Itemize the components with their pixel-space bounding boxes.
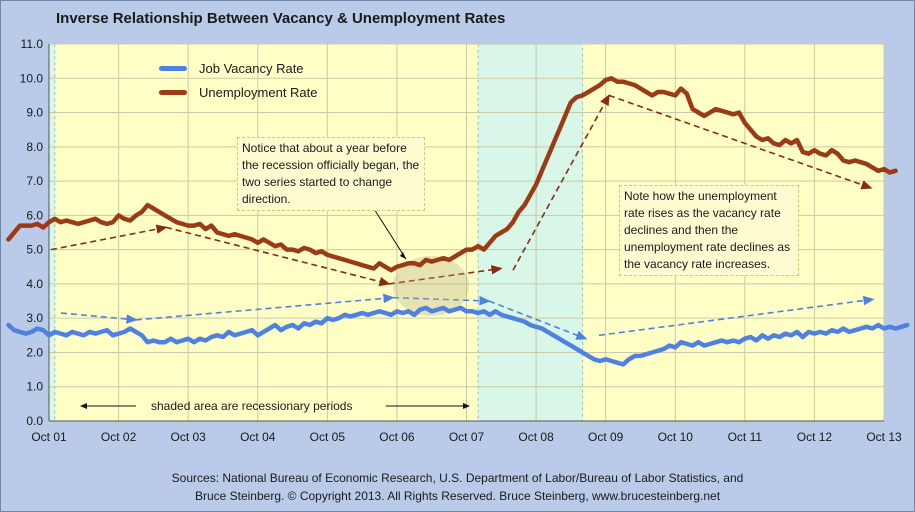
y-tick-label: 11.0 (21, 37, 44, 51)
trend-arrow (512, 94, 610, 271)
trend-arrow (165, 226, 391, 287)
shaded-area-label: shaded area are recessionary periods (151, 399, 353, 413)
y-tick-label: 4.0 (26, 277, 43, 291)
x-tick-label: Oct 06 (379, 430, 415, 444)
y-tick-label: 6.0 (26, 208, 43, 222)
y-tick-label: 8.0 (26, 140, 43, 154)
x-tick-label: Oct 11 (728, 430, 763, 444)
x-tick-label: Oct 03 (170, 430, 206, 444)
legend-label-vacancy: Job Vacancy Rate (199, 61, 304, 76)
y-tick-label: 2.0 (26, 345, 43, 359)
recession-shade (48, 43, 56, 422)
x-tick-label: Oct 13 (866, 430, 902, 444)
x-tick-label: Oct 01 (31, 430, 67, 444)
trend-arrow (135, 293, 395, 321)
x-tick-label: Oct 10 (658, 430, 694, 444)
highlight-bubble (393, 256, 469, 316)
y-tick-label: 1.0 (26, 380, 43, 394)
x-tick-label: Oct 09 (588, 430, 624, 444)
trend-arrow (488, 300, 588, 340)
y-tick-label: 5.0 (26, 243, 43, 257)
trend-arrow (60, 312, 138, 324)
y-tick-label: 9.0 (26, 106, 43, 120)
x-tick-label: Oct 07 (449, 430, 485, 444)
legend-swatch-unemployment (159, 90, 187, 95)
trend-arrow (598, 295, 875, 337)
recession-shade (477, 43, 583, 422)
y-tick-label: 7.0 (26, 174, 43, 188)
trend-arrow (392, 295, 491, 306)
x-tick-label: Oct 04 (240, 430, 276, 444)
annotation-note-recession: Notice that about a year before the rece… (237, 137, 425, 211)
x-tick-label: Oct 02 (101, 430, 137, 444)
sources-line-1: Sources: National Bureau of Economic Res… (171, 471, 744, 485)
y-tick-label: 0.0 (26, 414, 43, 428)
series-line-unemployment (6, 76, 898, 273)
callout-pointer-head (400, 252, 406, 259)
x-tick-label: Oct 12 (797, 430, 833, 444)
y-tick-label: 10.0 (20, 71, 44, 85)
sources-text: Sources: National Bureau of Economic Res… (1, 469, 914, 505)
legend-swatch-vacancy (159, 66, 187, 71)
legend-label-unemployment: Unemployment Rate (199, 85, 318, 100)
chart-title: Inverse Relationship Between Vacancy & U… (56, 10, 506, 27)
trend-arrow (608, 94, 873, 190)
x-tick-label: Oct 08 (518, 430, 554, 444)
annotation-note-inverse: Note how the unemployment rate rises as … (619, 185, 799, 276)
trend-arrow (388, 265, 503, 285)
sources-line-2: Bruce Steinberg. © Copyright 2013. All R… (194, 489, 721, 503)
y-tick-label: 3.0 (26, 311, 43, 325)
x-tick-label: Oct 05 (310, 430, 346, 444)
series-line-vacancy (6, 305, 910, 367)
